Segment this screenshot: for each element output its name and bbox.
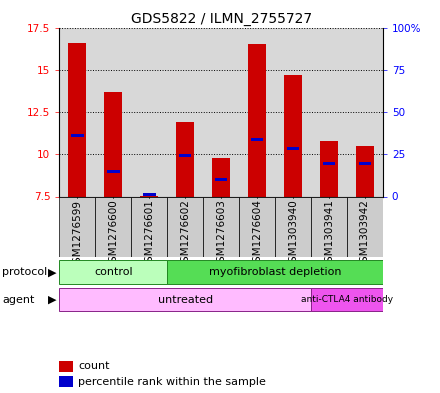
Text: GSM1276599: GSM1276599 (72, 200, 82, 270)
Bar (176, 122, 194, 196)
Bar (95, 196, 131, 257)
Text: GSM1303941: GSM1303941 (324, 200, 334, 270)
Bar (311, 196, 347, 257)
Bar (104, 92, 122, 196)
Bar (239, 196, 275, 257)
Text: untreated: untreated (158, 295, 213, 305)
Bar (59, 196, 95, 257)
Bar (284, 75, 302, 196)
Text: GSM1303940: GSM1303940 (288, 200, 298, 269)
Bar (131, 196, 167, 257)
Bar (59, 376, 73, 387)
Text: ▶: ▶ (48, 267, 57, 277)
Bar (248, 44, 266, 196)
Bar (311, 288, 383, 311)
Bar (275, 196, 311, 257)
Text: myofibroblast depletion: myofibroblast depletion (209, 267, 341, 277)
Bar (215, 178, 227, 181)
Bar (359, 162, 371, 165)
Text: ▶: ▶ (48, 295, 57, 305)
Text: GSM1276604: GSM1276604 (252, 200, 262, 270)
Text: percentile rank within the sample: percentile rank within the sample (78, 377, 266, 387)
Text: anti-CTLA4 antibody: anti-CTLA4 antibody (301, 295, 393, 304)
Bar (347, 196, 383, 257)
Text: GSM1276603: GSM1276603 (216, 200, 226, 270)
Text: GSM1303942: GSM1303942 (360, 200, 370, 270)
Text: GSM1276602: GSM1276602 (180, 200, 190, 270)
Text: GSM1276600: GSM1276600 (108, 200, 118, 269)
Text: count: count (78, 362, 110, 371)
Bar (167, 260, 383, 284)
Bar (59, 288, 311, 311)
Text: GSM1276601: GSM1276601 (144, 200, 154, 270)
Bar (68, 43, 86, 196)
Bar (212, 158, 230, 196)
Bar (320, 141, 338, 196)
Bar (203, 196, 239, 257)
Bar (59, 361, 73, 372)
Bar (167, 196, 203, 257)
Bar (251, 138, 263, 141)
Bar (323, 162, 335, 165)
Text: control: control (94, 267, 132, 277)
Text: protocol: protocol (2, 267, 48, 277)
Bar (356, 146, 374, 196)
Bar (59, 260, 167, 284)
Title: GDS5822 / ILMN_2755727: GDS5822 / ILMN_2755727 (131, 13, 312, 26)
Bar (107, 170, 120, 173)
Bar (71, 134, 84, 137)
Bar (143, 193, 155, 196)
Bar (287, 147, 299, 150)
Bar (179, 154, 191, 157)
Text: agent: agent (2, 295, 35, 305)
